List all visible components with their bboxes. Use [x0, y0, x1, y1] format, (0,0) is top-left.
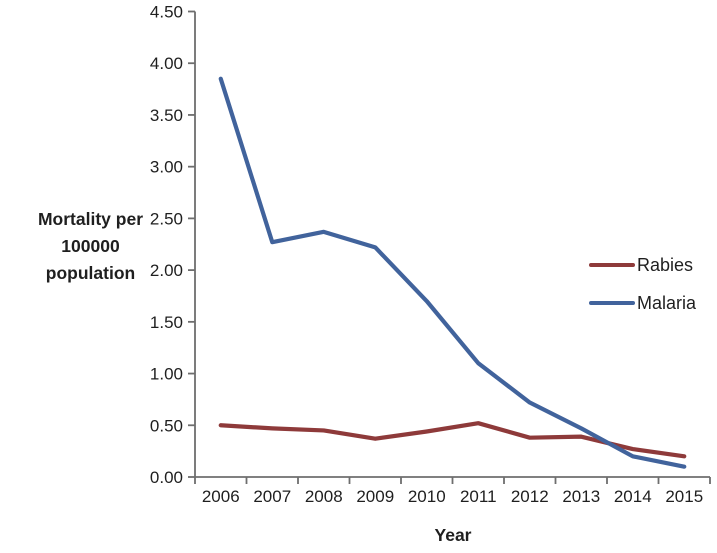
y-tick-label: 4.00	[150, 54, 183, 73]
legend-label-rabies: Rabies	[637, 254, 694, 275]
y-tick-label: 1.00	[150, 365, 183, 384]
series-line-malaria	[218, 76, 687, 469]
x-tick-label: 2015	[665, 487, 703, 506]
y-axis-title: Mortality per 100000 population	[37, 209, 144, 283]
x-tick-label: 2011	[460, 487, 497, 506]
malaria-line-swatch-icon	[589, 301, 635, 305]
y-tick-label: 2.50	[150, 209, 183, 228]
y-tick-label: 0.00	[150, 468, 183, 487]
y-tick-label: 2.00	[150, 261, 183, 280]
legend-item-rabies: Rabies	[589, 252, 696, 278]
y-tick-label: 0.50	[150, 416, 183, 435]
x-axis-title: Year	[434, 525, 472, 545]
x-tick-label: 2006	[202, 487, 240, 506]
x-tick-label: 2009	[356, 487, 394, 506]
x-tick-label: 2008	[305, 487, 343, 506]
series-line-rabies	[218, 421, 687, 459]
x-tick-label: 2010	[408, 487, 446, 506]
y-tick-label: 4.50	[150, 3, 183, 22]
y-tick-label: 3.50	[150, 106, 183, 125]
x-tick-label: 2007	[253, 487, 291, 506]
legend-item-malaria: Malaria	[589, 290, 696, 316]
x-tick-label: 2014	[614, 487, 652, 506]
legend: Rabies Malaria	[589, 252, 696, 328]
x-tick-label: 2013	[562, 487, 600, 506]
legend-label-malaria: Malaria	[637, 292, 697, 313]
rabies-line-swatch-icon	[589, 263, 635, 267]
x-tick-label: 2012	[511, 487, 549, 506]
y-tick-label: 3.00	[150, 158, 183, 177]
y-tick-label: 1.50	[150, 313, 183, 332]
